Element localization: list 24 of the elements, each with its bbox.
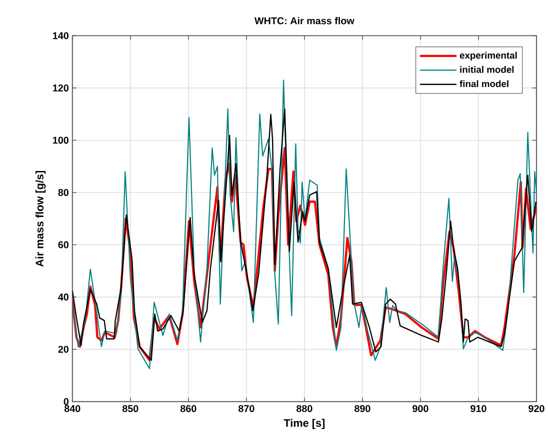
legend-label: initial model: [460, 66, 514, 73]
line-series: [72, 146, 536, 362]
chart-title: WHTC: Air mass flow: [254, 16, 354, 24]
legend-label: final model: [460, 80, 508, 88]
y-axis-title: Air mass flow [g/s]: [35, 170, 46, 267]
y-tick-label: 40: [58, 293, 69, 300]
x-tick-label: 840: [64, 404, 80, 412]
x-tick-label: 890: [354, 404, 370, 412]
x-tick-label: 910: [470, 404, 486, 412]
x-tick-label: 900: [412, 404, 428, 412]
x-tick-label: 880: [296, 404, 312, 412]
x-tick-label: 860: [180, 404, 196, 412]
y-tick-label: 60: [58, 241, 69, 248]
y-tick-label: 140: [53, 32, 68, 40]
y-tick-label: 0: [64, 398, 69, 405]
y-tick-label: 120: [53, 84, 68, 92]
y-tick-label: 20: [58, 346, 69, 353]
x-tick-label: 850: [122, 404, 138, 412]
legend-label: experimental: [460, 52, 517, 60]
y-tick-label: 100: [53, 136, 68, 144]
y-tick-label: 80: [58, 188, 69, 196]
x-tick-label: 870: [238, 404, 254, 412]
x-tick-label: 920: [528, 404, 544, 412]
x-axis-title: Time [s]: [284, 418, 325, 429]
